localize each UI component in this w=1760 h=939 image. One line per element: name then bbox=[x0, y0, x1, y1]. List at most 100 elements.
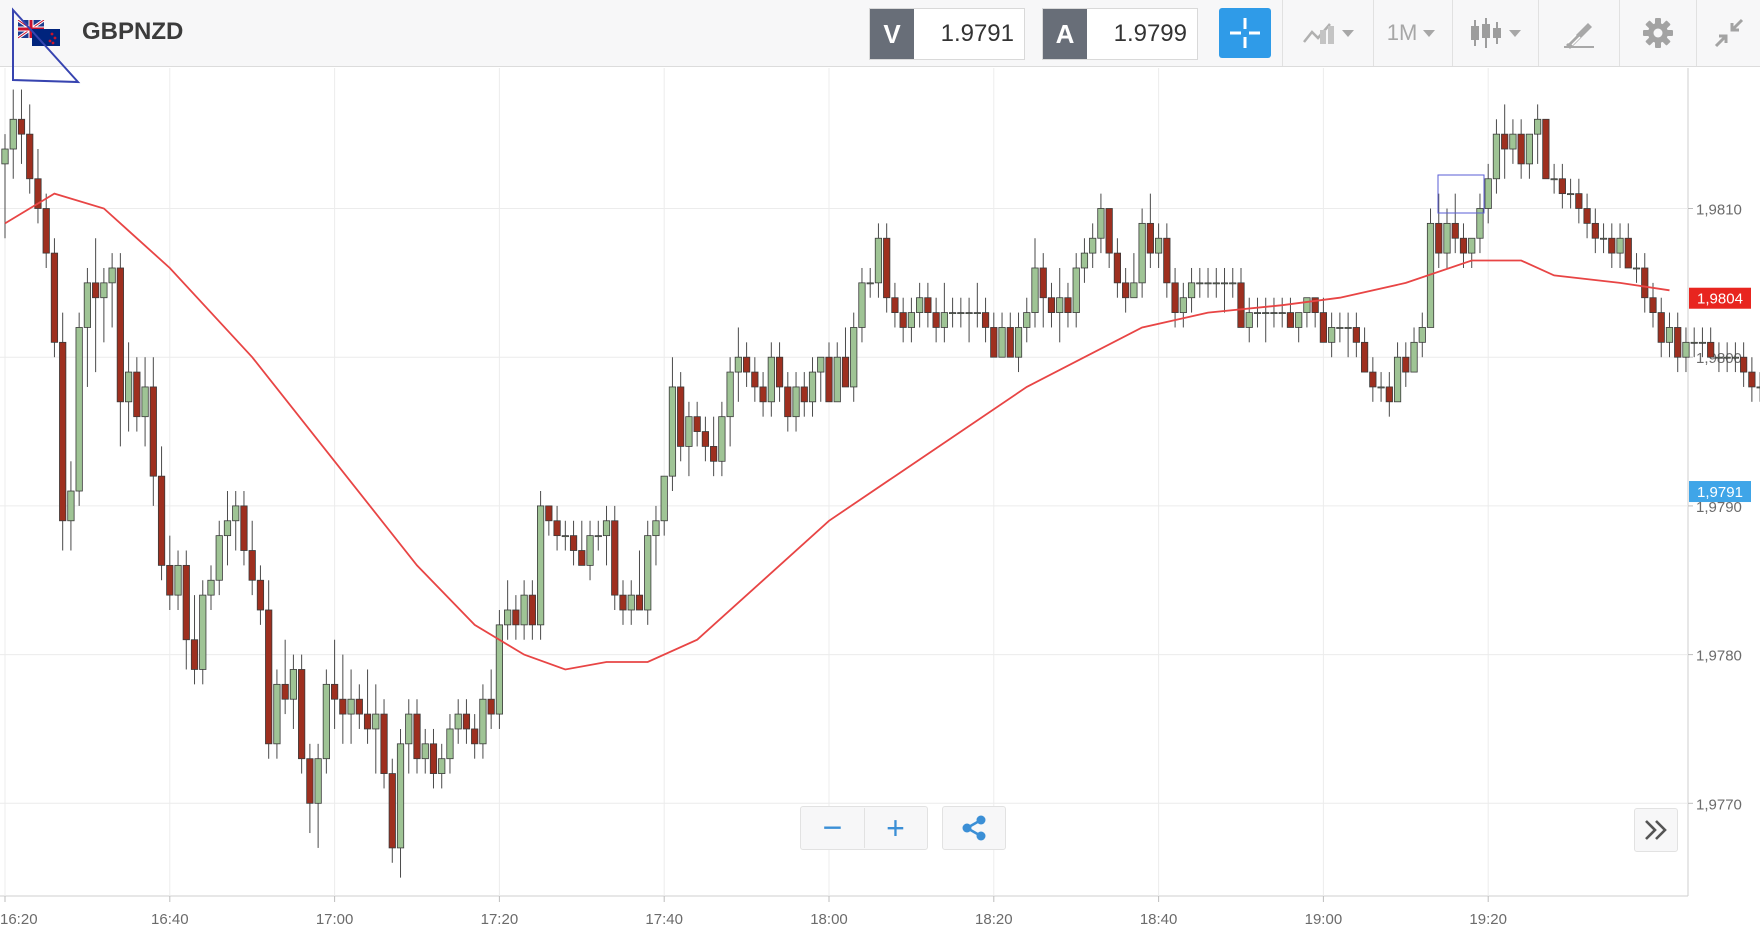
chevron-down-icon bbox=[1423, 29, 1436, 37]
price-tag-label: 1,9791 bbox=[1697, 484, 1743, 501]
ask-value: 1.9799 bbox=[1113, 20, 1187, 47]
candle-down bbox=[42, 208, 50, 254]
candle-up bbox=[1468, 237, 1476, 254]
candle-up bbox=[108, 267, 116, 284]
chart-type-select[interactable] bbox=[1462, 8, 1528, 58]
candle-down bbox=[330, 683, 339, 700]
candle-up bbox=[1014, 327, 1023, 358]
candle-down bbox=[1501, 133, 1509, 150]
candle-down bbox=[512, 609, 520, 626]
x-tick-label: 18:40 bbox=[1140, 911, 1178, 928]
zoom-in-button[interactable]: + bbox=[886, 810, 905, 846]
candle-down bbox=[1649, 297, 1657, 313]
candle-up bbox=[685, 416, 693, 447]
candle-down bbox=[1146, 222, 1154, 254]
candle-down bbox=[1542, 118, 1550, 180]
ask-quote[interactable]: A 1.9799 bbox=[1042, 8, 1198, 60]
candle-down bbox=[429, 743, 438, 774]
candle-down bbox=[701, 431, 710, 447]
candle-down bbox=[190, 639, 199, 670]
scroll-to-latest-button[interactable] bbox=[1634, 808, 1678, 852]
price-tag-red bbox=[1689, 287, 1751, 309]
candle-down bbox=[1113, 252, 1121, 284]
candle-up bbox=[1, 148, 9, 165]
candle-down bbox=[1286, 312, 1295, 328]
candle-up bbox=[1723, 356, 1731, 359]
timeframe-select[interactable]: 1M bbox=[1380, 8, 1442, 58]
candle-down bbox=[899, 312, 907, 328]
candle-up bbox=[1080, 252, 1089, 269]
price-tag-label: 1,9804 bbox=[1697, 291, 1743, 308]
candle-down bbox=[248, 550, 256, 581]
draw-tool-button[interactable] bbox=[1548, 8, 1610, 58]
candle-up bbox=[1229, 282, 1237, 285]
candle-up bbox=[520, 594, 528, 626]
candle-up bbox=[75, 327, 83, 492]
candle-up bbox=[141, 386, 149, 418]
y-tick-label: 1,9780 bbox=[1696, 648, 1742, 665]
candle-down bbox=[1608, 237, 1616, 254]
candle-down bbox=[487, 698, 495, 715]
candle-up bbox=[174, 564, 182, 596]
candle-down bbox=[281, 683, 289, 700]
candle-up bbox=[726, 371, 734, 418]
price-tag-blue bbox=[1689, 481, 1751, 503]
candle-up bbox=[1336, 327, 1344, 329]
candle-up bbox=[454, 713, 462, 730]
candle-up bbox=[973, 312, 981, 314]
candle-up bbox=[1715, 356, 1723, 359]
bid-quote[interactable]: V 1.9791 bbox=[869, 8, 1025, 60]
candle-down bbox=[26, 133, 34, 180]
candle-down bbox=[339, 698, 347, 715]
settings-button[interactable] bbox=[1627, 8, 1689, 58]
candle-down bbox=[34, 178, 42, 209]
candle-down bbox=[50, 252, 59, 343]
chevron-down-icon bbox=[1342, 29, 1354, 37]
candle-up bbox=[446, 728, 454, 760]
candle-up bbox=[1682, 341, 1690, 358]
candle-up bbox=[998, 327, 1006, 358]
candle-up bbox=[1295, 312, 1303, 328]
candle-down bbox=[1402, 356, 1410, 373]
candle-down bbox=[1451, 222, 1459, 239]
candle-down bbox=[166, 564, 174, 596]
candle-up bbox=[1130, 282, 1138, 299]
collapse-button[interactable] bbox=[1704, 8, 1754, 58]
chart-compare-button[interactable] bbox=[1293, 8, 1363, 58]
zoom-out-button[interactable]: − bbox=[802, 808, 865, 848]
crosshair-button[interactable] bbox=[1219, 8, 1271, 58]
candle-down bbox=[363, 713, 372, 730]
candle-up bbox=[1097, 208, 1105, 239]
candle-down bbox=[1006, 327, 1014, 358]
candle-up bbox=[586, 535, 594, 566]
candle-down bbox=[990, 327, 998, 358]
candle-down bbox=[380, 713, 388, 774]
candle-down bbox=[157, 475, 166, 566]
candle-up bbox=[495, 624, 504, 715]
candle-down bbox=[981, 312, 990, 328]
candle-up bbox=[1377, 386, 1385, 389]
x-tick-label: 18:20 bbox=[975, 911, 1013, 928]
candle-up bbox=[537, 505, 545, 626]
candle-down bbox=[265, 609, 273, 745]
x-tick-label: 17:00 bbox=[316, 911, 354, 928]
candle-up bbox=[1204, 282, 1212, 285]
x-tick-label: 19:00 bbox=[1305, 911, 1343, 928]
candle-down bbox=[1171, 282, 1179, 313]
candle-down bbox=[462, 713, 471, 730]
candle-down bbox=[59, 341, 67, 522]
ask-label: A bbox=[1043, 9, 1087, 59]
candle-up bbox=[504, 609, 512, 626]
y-tick-label: 1,9810 bbox=[1696, 202, 1742, 219]
candle-down bbox=[1064, 297, 1072, 313]
share-button[interactable] bbox=[942, 806, 1006, 850]
candle-up bbox=[232, 505, 240, 522]
candle-up bbox=[1155, 237, 1163, 254]
candle-down bbox=[883, 237, 891, 299]
candle-up bbox=[850, 327, 858, 388]
candle-up bbox=[100, 282, 108, 299]
candle-up bbox=[347, 698, 355, 715]
candle-down bbox=[116, 267, 124, 403]
zoom-controls: − + bbox=[800, 806, 928, 850]
